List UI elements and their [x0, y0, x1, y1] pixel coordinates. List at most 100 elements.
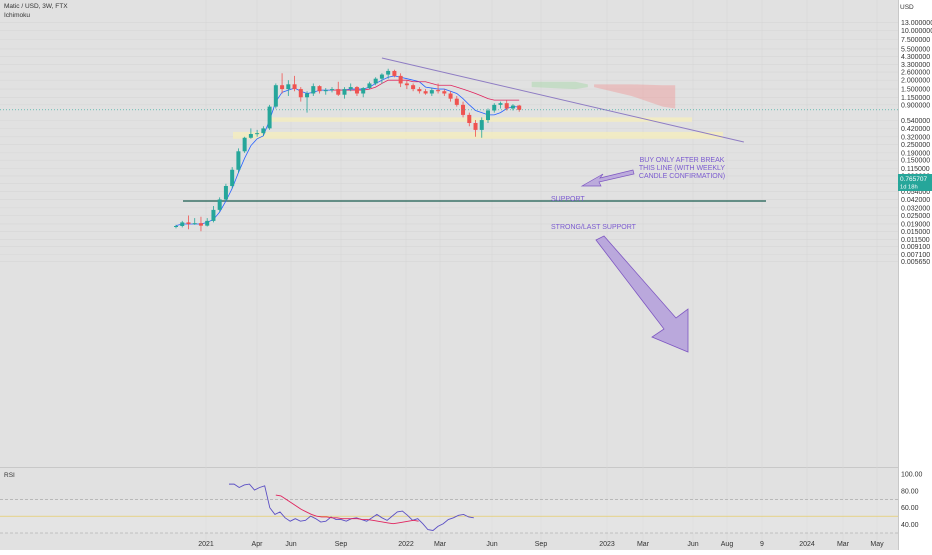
candle[interactable] [510, 105, 515, 109]
candle[interactable] [417, 89, 422, 92]
time-tick-label: Apr [252, 541, 264, 548]
price-tick-label: 1.150000 [901, 95, 930, 102]
candle[interactable] [473, 123, 478, 130]
price-tick-label: 2.600000 [901, 70, 930, 77]
price-tick-label: 0.011500 [901, 237, 930, 244]
candle[interactable] [336, 89, 341, 95]
candle[interactable] [498, 103, 503, 105]
candle[interactable] [429, 90, 434, 94]
zone-strong_support[interactable] [233, 131, 723, 139]
candle[interactable] [280, 85, 285, 90]
candle[interactable] [261, 128, 266, 134]
candle[interactable] [305, 93, 310, 98]
candle[interactable] [404, 83, 409, 86]
candle[interactable] [411, 85, 416, 90]
time-tick-label: Jun [687, 541, 698, 548]
candle[interactable] [230, 169, 235, 187]
candle[interactable] [367, 83, 372, 89]
candle[interactable] [348, 87, 353, 90]
candle[interactable] [330, 89, 334, 91]
candle[interactable] [286, 84, 291, 90]
strong-support-label[interactable]: STRONG/LAST SUPPORT [551, 224, 637, 231]
candle[interactable] [342, 89, 347, 95]
candle[interactable] [392, 70, 397, 76]
price-tick-label: 0.115000 [901, 166, 930, 173]
candle[interactable] [292, 84, 297, 90]
candle[interactable] [180, 222, 185, 226]
candle[interactable] [436, 90, 441, 92]
candle[interactable] [504, 103, 509, 109]
pointer-arrow-to-trendline[interactable] [580, 169, 635, 187]
rsi-tick-label: 100.00 [901, 472, 923, 479]
price-tick-label: 0.005650 [901, 259, 930, 266]
price-pane-bg [0, 0, 898, 467]
candle[interactable] [298, 89, 303, 98]
rsi-label[interactable]: RSI [4, 472, 15, 479]
support-zones[interactable] [233, 117, 723, 139]
candle[interactable] [373, 78, 378, 84]
candle[interactable] [255, 133, 260, 135]
ichimoku-cloud-bear [594, 84, 676, 109]
big-down-arrow[interactable] [595, 235, 689, 353]
currency-label: USD [900, 4, 914, 11]
price-tick-label: 13.000000 [901, 20, 932, 27]
price-tick-label: 3.300000 [901, 62, 930, 69]
price-badge-countdown: 1d 18h [900, 185, 918, 191]
candle[interactable] [198, 223, 203, 226]
resistance-trendline[interactable] [381, 57, 744, 143]
candle[interactable] [217, 199, 222, 210]
price-tick-label: 2.000000 [901, 78, 930, 85]
candle[interactable] [223, 186, 228, 200]
candle[interactable] [467, 114, 472, 124]
candle[interactable] [317, 86, 322, 92]
price-tick-label: 0.420000 [901, 126, 930, 133]
candle[interactable] [454, 98, 459, 105]
candle[interactable] [174, 225, 178, 227]
candle[interactable] [205, 220, 210, 226]
price-tick-label: 10.000000 [901, 28, 932, 35]
trendline[interactable] [381, 57, 744, 143]
candle[interactable] [461, 104, 466, 115]
candle[interactable] [354, 87, 359, 94]
price-tick-label: 0.150000 [901, 158, 930, 165]
candle[interactable] [186, 222, 191, 224]
zone-support[interactable] [268, 117, 692, 122]
price-badge [898, 174, 932, 191]
candle[interactable] [398, 75, 403, 84]
buy-note-line-1[interactable]: BUY ONLY AFTER BREAK [640, 157, 725, 164]
candle[interactable] [192, 223, 197, 225]
candle[interactable] [273, 85, 278, 107]
time-axis[interactable]: 2021 Apr Jun Sep 2022 Mar Jun Sep 2023 Mar Jun Aug 9… [198, 541, 884, 548]
symbol-title: Matic / USD, 3W, FTX [4, 3, 68, 10]
price-tick-label: 7.500000 [901, 37, 930, 44]
candle[interactable] [492, 104, 497, 111]
candle[interactable] [486, 110, 490, 121]
buy-note-line-2[interactable]: THIS LINE (WITH WEEKLY [639, 165, 726, 172]
candle[interactable] [323, 90, 328, 92]
candle[interactable] [379, 74, 384, 79]
indicator-label[interactable]: Ichimoku [4, 12, 30, 19]
candle[interactable] [211, 209, 216, 221]
candles[interactable] [0, 68, 898, 232]
buy-note-line-3[interactable]: CANDLE CONFIRMATION) [639, 173, 725, 180]
annotation-arrows[interactable] [580, 169, 689, 353]
candle[interactable] [267, 106, 272, 129]
candle[interactable] [442, 91, 447, 94]
support-label[interactable]: SUPPORT [551, 196, 585, 203]
price-tick-label: 0.015000 [901, 229, 930, 236]
candle[interactable] [236, 151, 241, 170]
price-tick-label: 4.300000 [901, 54, 930, 61]
candle[interactable] [386, 70, 391, 75]
candle[interactable] [517, 105, 522, 110]
price-tick-label: 0.019000 [901, 221, 930, 228]
candle[interactable] [479, 120, 484, 130]
ichimoku-cloud [531, 81, 676, 109]
candle[interactable] [248, 134, 253, 138]
candle[interactable] [311, 86, 316, 94]
candle[interactable] [242, 137, 247, 152]
candle[interactable] [448, 93, 453, 99]
candle[interactable] [423, 91, 428, 94]
candle[interactable] [361, 88, 366, 94]
